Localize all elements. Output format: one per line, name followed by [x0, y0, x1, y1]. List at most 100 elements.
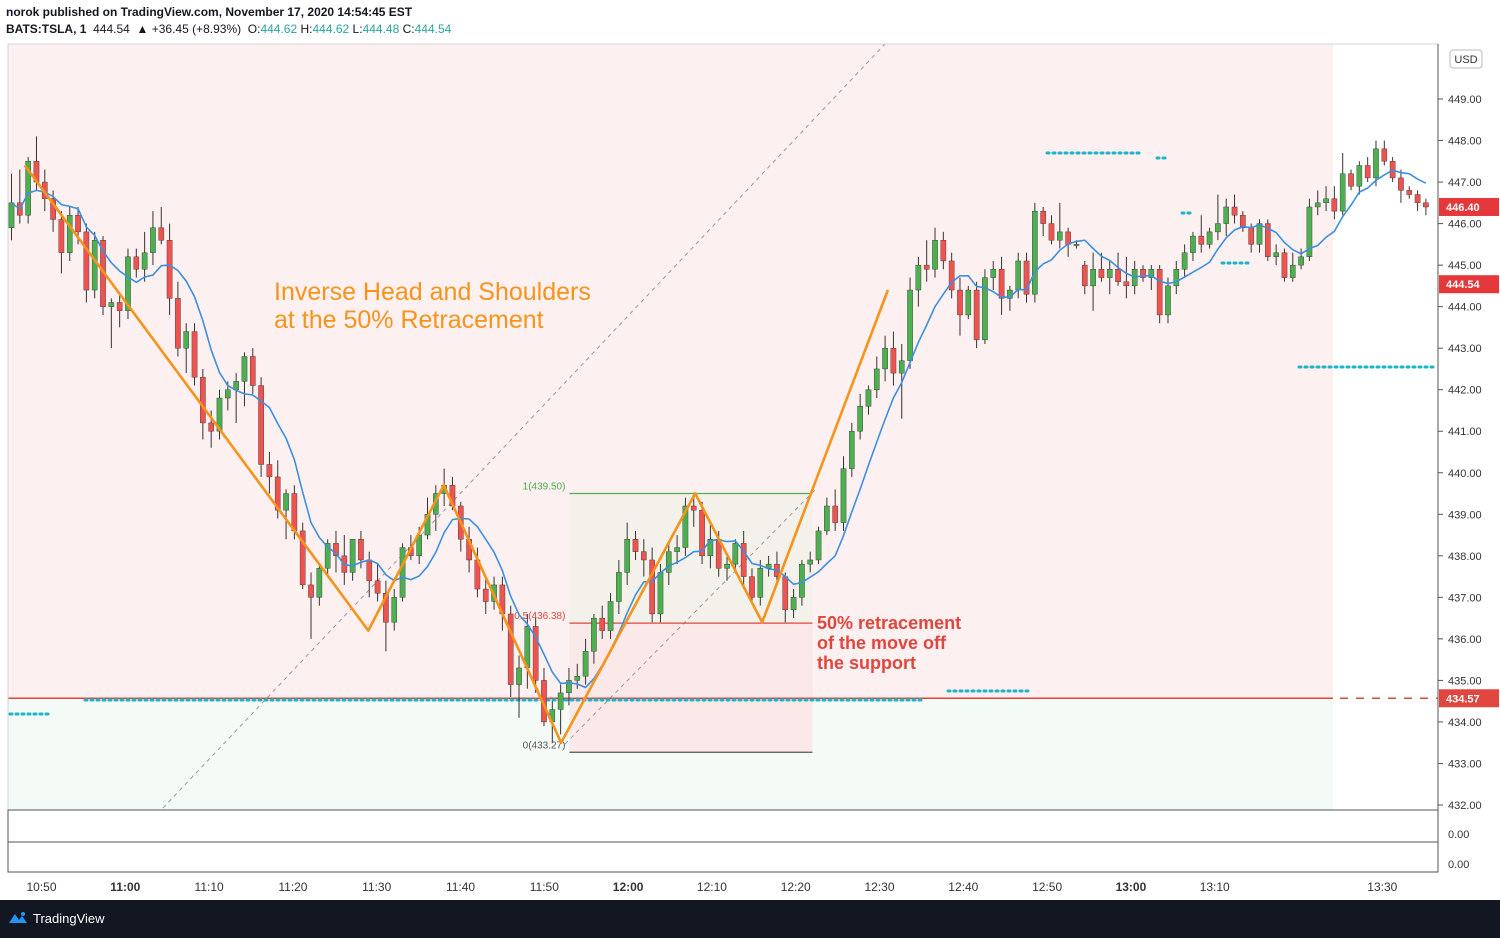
candle-body [1106, 269, 1113, 278]
candle-body [225, 389, 231, 399]
open-value: 444.62 [260, 22, 298, 36]
close-value: 444.54 [414, 22, 452, 36]
candle-body [1331, 198, 1338, 212]
candle-body [200, 377, 206, 424]
candle-body [1356, 165, 1363, 187]
candle-body [849, 431, 855, 469]
candle-body [1223, 206, 1230, 224]
candle-body [175, 298, 181, 349]
last-price: 444.54 [93, 22, 130, 36]
candle-body [1206, 231, 1213, 245]
candle-body [1423, 202, 1429, 208]
candle-body [616, 572, 622, 602]
candle-body [1281, 252, 1288, 278]
price-tick-label: 446.00 [1448, 219, 1482, 231]
price-chart[interactable]: 1(439.50) 0.5(436.38) 0(433.27) Inverse Hea… [0, 0, 1500, 900]
candle-body [333, 543, 339, 557]
time-tick-label: 11:50 [530, 880, 559, 894]
candle-body [990, 269, 997, 278]
close-label: C: [402, 22, 415, 36]
candle-body [75, 215, 81, 233]
candle-body [1048, 223, 1055, 241]
candle-body [998, 269, 1005, 299]
candle-body [965, 289, 972, 316]
price-tick-label: 432.00 [1448, 800, 1482, 812]
candle-body [125, 256, 131, 312]
candle-body [1057, 231, 1063, 241]
candle-body [940, 239, 947, 262]
price-tick-label: 435.00 [1448, 675, 1482, 687]
candle-body [83, 231, 90, 291]
indicator-value-label: 0.00 [1448, 859, 1469, 871]
candle-body [923, 264, 930, 270]
time-tick-label: 12:20 [781, 880, 811, 894]
candle-body [649, 559, 655, 615]
price-tag-label: 446.40 [1446, 202, 1480, 214]
candle-body [632, 539, 639, 552]
candle-body [657, 572, 664, 615]
candle-body [932, 239, 938, 270]
candle-body [1414, 194, 1421, 204]
candle-body [266, 464, 273, 478]
time-tick-label: 12:30 [865, 880, 895, 894]
candle-body [133, 256, 140, 270]
candle-body [383, 593, 389, 623]
footer-bar: TradingView [0, 900, 1500, 938]
candle-body [1190, 235, 1196, 253]
candle-body [707, 539, 714, 557]
candle-body [824, 505, 830, 532]
annotation-subtitle: at the 50% Retracement [274, 306, 544, 334]
candle-body [1015, 260, 1022, 291]
candle-body [1073, 244, 1080, 246]
candle-body [158, 227, 165, 241]
inverse-head-shoulders-pattern [23, 164, 890, 745]
candle-body [1115, 269, 1121, 282]
candle-body [116, 302, 123, 311]
candle-body [507, 613, 514, 685]
indicator-pane-1 [7, 809, 1439, 843]
symbol-name[interactable]: BATS:TSLA, 1 [6, 22, 87, 36]
currency-label: USD [1454, 54, 1477, 66]
indicator-pane-2 [7, 841, 1439, 873]
candle-body [832, 505, 838, 523]
candle-body [740, 543, 747, 577]
time-tick-label: 11:40 [446, 880, 475, 894]
candle-body [1032, 210, 1038, 295]
candle-body [349, 539, 356, 573]
candle-body [582, 651, 589, 677]
candle-body [1373, 148, 1379, 179]
price-tick-label: 440.00 [1448, 468, 1482, 480]
low-value: 444.48 [362, 22, 400, 36]
time-tick-label: 13:00 [1116, 880, 1147, 894]
tradingview-brand[interactable]: TradingView [33, 911, 105, 926]
currency-button[interactable] [1449, 49, 1483, 69]
candle-body [258, 385, 264, 465]
time-tick-label: 12:40 [948, 880, 978, 894]
candle-body [807, 559, 814, 565]
candle-body [690, 505, 697, 511]
tradingview-logo-icon[interactable] [8, 911, 28, 925]
candle-body [1040, 210, 1046, 224]
candle-body [724, 563, 730, 569]
candle-body [1181, 252, 1188, 270]
candle-body [208, 422, 214, 432]
candle-body [283, 493, 289, 511]
candle-body [915, 264, 922, 291]
price-tag-box [1439, 197, 1499, 216]
candle-body [566, 680, 572, 694]
price-tick-label: 433.00 [1448, 758, 1482, 770]
candle-body [366, 559, 373, 581]
candle-body [516, 667, 522, 685]
price-tag-box [1439, 689, 1499, 708]
time-tick-label: 13:10 [1200, 880, 1230, 894]
candle-body [591, 617, 597, 652]
price-tick-label: 441.00 [1448, 426, 1482, 438]
candle-body [1231, 206, 1238, 216]
candle-body [532, 626, 539, 681]
candle-body [316, 568, 323, 598]
fib-upper-zone [569, 493, 813, 624]
time-tick-label: 12:00 [613, 880, 644, 894]
candle-body [299, 530, 306, 586]
candle-body [249, 356, 256, 386]
candle-body [957, 289, 963, 316]
